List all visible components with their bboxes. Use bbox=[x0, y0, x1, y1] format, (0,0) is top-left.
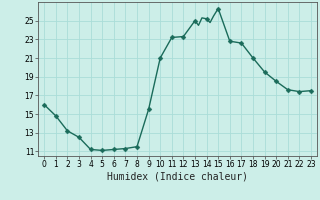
X-axis label: Humidex (Indice chaleur): Humidex (Indice chaleur) bbox=[107, 172, 248, 182]
